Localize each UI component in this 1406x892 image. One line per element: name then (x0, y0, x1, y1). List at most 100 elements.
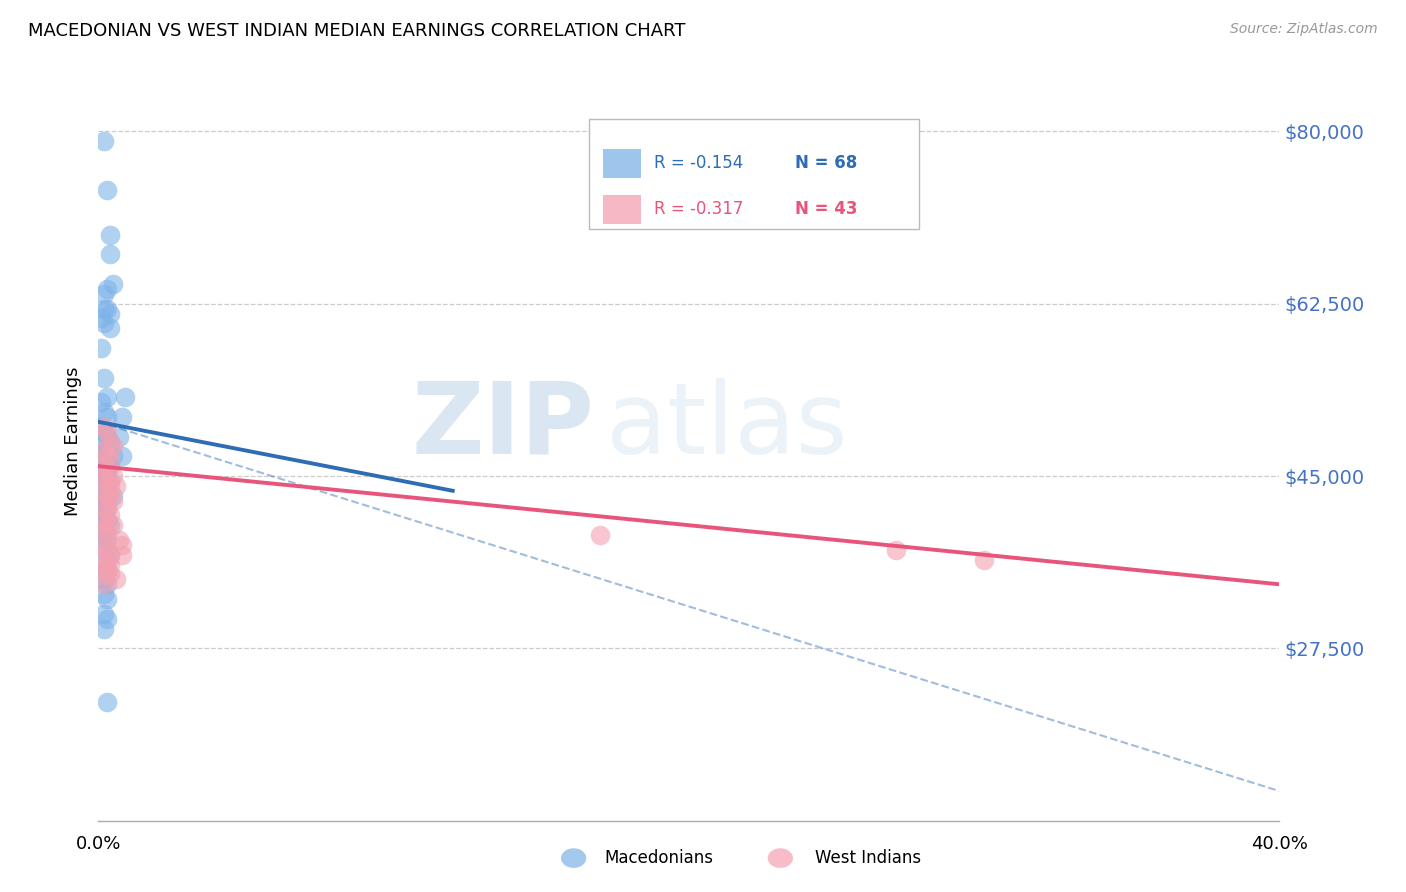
Point (93, 607, 115, 621)
Text: Macedonians: Macedonians (605, 849, 714, 867)
Point (98, 479, 121, 493)
Text: N = 68: N = 68 (796, 154, 858, 172)
Text: 40.0%: 40.0% (1251, 836, 1308, 854)
Point (96, 533, 118, 547)
Point (96, 513, 118, 527)
Point (90, 440, 112, 454)
Point (96, 282, 118, 296)
Point (93, 459, 115, 474)
Point (96, 518, 118, 533)
Point (98, 454, 121, 468)
Point (93, 471, 115, 485)
Point (93, 301, 115, 316)
Point (98, 518, 121, 533)
Point (93, 538, 115, 552)
Point (103, 493, 125, 508)
Point (96, 577, 118, 591)
Point (93, 508, 115, 523)
Point (93, 499, 115, 513)
Text: Source: ZipAtlas.com: Source: ZipAtlas.com (1230, 22, 1378, 37)
Point (90, 419, 112, 434)
Point (96, 696, 118, 710)
Point (103, 450, 125, 464)
Point (90, 341, 112, 355)
Point (98, 459, 121, 474)
Point (96, 450, 118, 464)
Point (93, 405, 115, 419)
Point (103, 469, 125, 483)
Point (96, 474, 118, 488)
Point (93, 587, 115, 601)
FancyBboxPatch shape (589, 120, 920, 229)
Point (96, 542, 118, 557)
Point (93, 552, 115, 566)
Point (105, 573, 128, 587)
Point (90, 479, 112, 493)
Point (93, 542, 115, 557)
Point (98, 508, 121, 523)
Point (93, 483, 115, 498)
Point (93, 499, 115, 513)
Point (93, 464, 115, 478)
Point (93, 454, 115, 468)
Point (93, 317, 115, 331)
Point (103, 440, 125, 454)
Point (90, 523, 112, 537)
Point (90, 459, 112, 474)
Text: R = -0.154: R = -0.154 (654, 154, 742, 172)
Point (105, 479, 128, 493)
Point (96, 558, 118, 572)
Point (93, 513, 115, 527)
Point (96, 489, 118, 503)
Point (93, 563, 115, 577)
Point (111, 450, 134, 464)
Point (96, 464, 118, 478)
Bar (603, 149, 641, 178)
Point (93, 573, 115, 587)
Point (90, 311, 112, 326)
Point (96, 489, 118, 503)
Point (96, 464, 118, 478)
Bar (603, 195, 641, 224)
Point (96, 499, 118, 513)
Point (103, 489, 125, 503)
Point (93, 577, 115, 591)
Point (96, 429, 118, 443)
Point (98, 247, 121, 261)
Point (93, 523, 115, 537)
Point (96, 474, 118, 488)
Point (98, 548, 121, 562)
Point (96, 612, 118, 626)
Point (98, 474, 121, 488)
Y-axis label: Median Earnings: Median Earnings (65, 367, 83, 516)
Point (98, 434, 121, 449)
Point (111, 538, 134, 552)
Point (114, 390, 136, 404)
Point (98, 306, 121, 320)
Text: N = 43: N = 43 (796, 201, 858, 219)
Point (96, 459, 118, 474)
Point (98, 321, 121, 335)
Text: ZIP: ZIP (412, 378, 595, 475)
Point (103, 518, 125, 533)
Point (98, 434, 121, 449)
Point (96, 567, 118, 582)
Point (98, 227, 121, 242)
Point (93, 370, 115, 384)
Point (96, 184, 118, 198)
Point (93, 528, 115, 542)
Point (93, 483, 115, 498)
Point (93, 558, 115, 572)
Point (96, 425, 118, 439)
Point (93, 419, 115, 434)
Text: 0.0%: 0.0% (76, 836, 121, 854)
Point (90, 395, 112, 409)
Point (111, 548, 134, 562)
Point (108, 533, 131, 547)
Point (93, 444, 115, 458)
Point (98, 567, 121, 582)
Text: atlas: atlas (606, 378, 848, 475)
Point (93, 286, 115, 301)
Point (93, 444, 115, 458)
Point (108, 429, 131, 443)
